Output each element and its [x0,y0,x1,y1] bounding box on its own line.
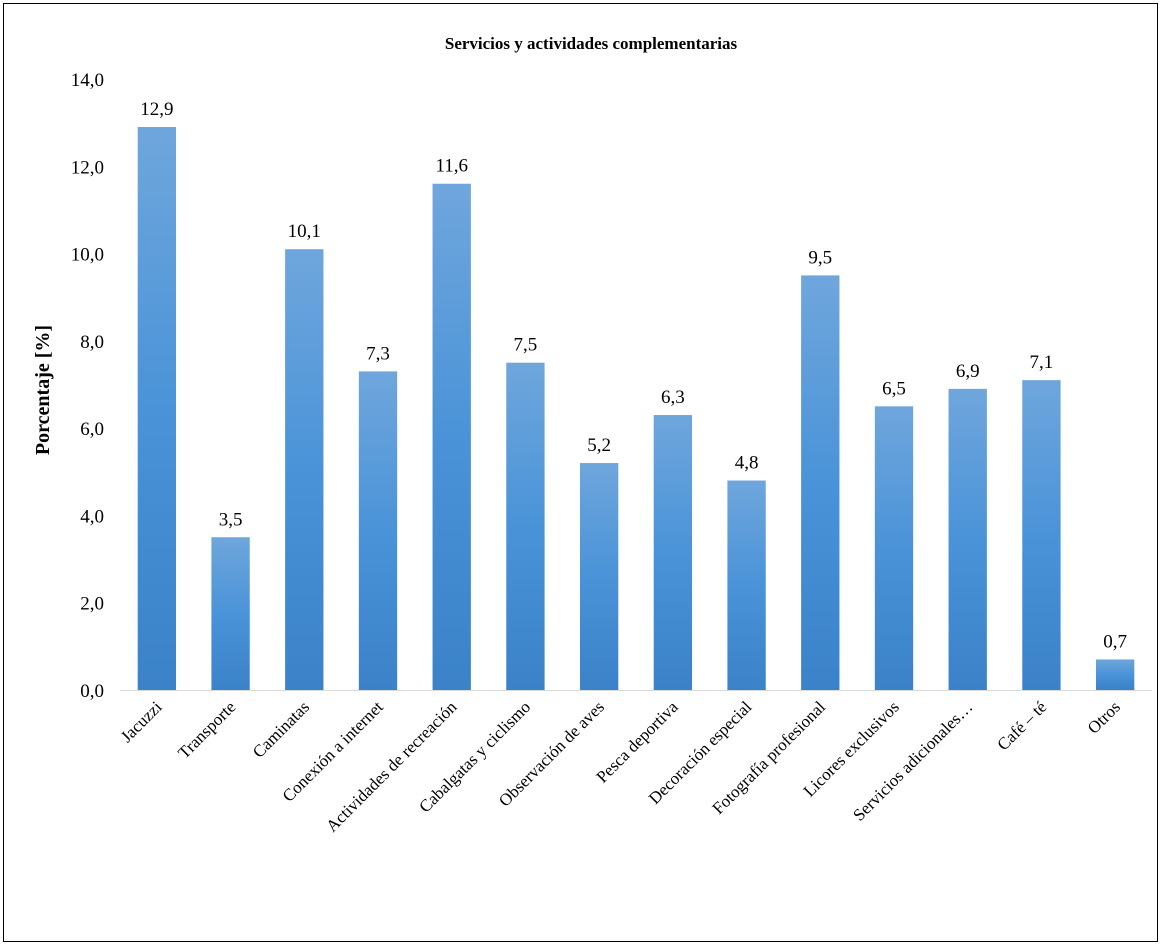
bar-chart: Servicios y actividades complementarias … [32,34,1152,836]
data-label: 3,5 [219,509,243,530]
y-tick-label: 14,0 [71,70,104,91]
y-tick-label: 12,0 [71,157,104,178]
bar [137,127,177,690]
data-label: 0,7 [1103,631,1127,652]
bar [948,388,987,690]
bar [506,362,545,690]
data-label: 4,8 [735,453,759,474]
data-label: 10,1 [288,221,321,242]
chart-frame: Servicios y actividades complementarias … [3,3,1158,942]
bar [579,463,619,690]
y-tick-label: 10,0 [71,245,104,266]
data-label: 12,9 [140,99,173,120]
bar [358,371,398,690]
y-tick-label: 2,0 [80,594,104,615]
bar [1095,659,1135,690]
y-axis-label: Porcentaje [%] [32,325,54,455]
data-labels: 12,9 3,5 10,1 7,3 11,6 7,5 5,2 6,3 4,8 9,5 6,5 6,9 7… [140,99,1127,652]
data-label: 6,3 [661,387,685,408]
data-label: 9,5 [808,247,832,268]
y-axis-ticks: 0,0 2,0 4,0 6,0 8,0 10,0 12,0 14,0 [71,70,104,702]
data-label: 7,5 [514,335,538,356]
bar [727,480,766,690]
x-tick-label: Jacuzzi [117,697,166,746]
x-tick-label: Café – té [993,697,1050,754]
data-label: 6,5 [882,378,906,399]
x-tick-label: Transporte [174,697,239,762]
x-tick-label: Actividades de recreación [322,697,461,836]
bar [285,249,324,690]
x-tick-label: Caminatas [249,697,313,761]
y-tick-label: 8,0 [80,332,104,353]
chart-title: Servicios y actividades complementarias [445,34,738,53]
data-label: 7,1 [1030,352,1054,373]
bar [801,275,840,690]
y-tick-label: 0,0 [80,681,104,702]
bar [211,537,250,690]
data-label: 6,9 [956,361,980,382]
data-label: 5,2 [587,435,611,456]
bar [653,415,693,690]
bar [874,406,914,690]
y-tick-label: 6,0 [80,419,104,440]
data-label: 11,6 [435,156,468,177]
bar [432,183,471,690]
bars [137,127,1135,690]
x-tick-label: Otros [1084,697,1124,737]
bar [1022,380,1061,690]
y-tick-label: 4,0 [80,506,104,527]
data-label: 7,3 [366,343,390,364]
x-tick-label: Servicios adicionales… [849,697,976,824]
